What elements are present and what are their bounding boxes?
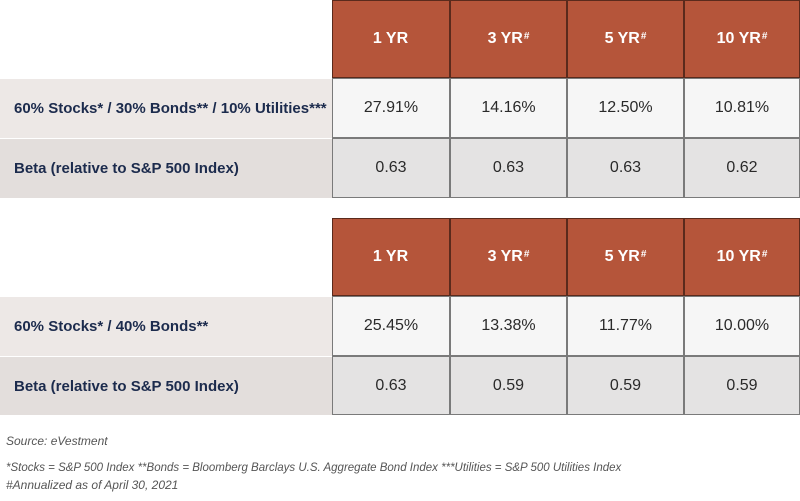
header-5yr: 5 YR # (567, 0, 684, 78)
footnotes: Source: eVestment *Stocks = S&P 500 Inde… (6, 430, 800, 498)
value-cell: 0.59 (567, 356, 684, 415)
header-1yr: 1 YR (332, 0, 450, 78)
header-3yr: 3 YR # (450, 0, 567, 78)
returns-table-1: 1 YR 3 YR # 5 YR # 10 YR # 60% Stocks* / 30… (0, 0, 800, 198)
header-1yr: 1 YR (332, 218, 450, 296)
source-note: Source: eVestment (6, 434, 108, 448)
value-cell: 11.77% (567, 296, 684, 356)
value-cell: 0.59 (450, 356, 567, 415)
value-cell: 13.38% (450, 296, 567, 356)
value-cell: 0.63 (332, 138, 450, 198)
definitions-note: *Stocks = S&P 500 Index **Bonds = Bloomb… (6, 462, 622, 474)
value-cell: 0.63 (567, 138, 684, 198)
value-cell: 27.91% (332, 78, 450, 138)
value-cell: 0.63 (332, 356, 450, 415)
row-label-portfolio: 60% Stocks* / 30% Bonds** / 10% Utilitie… (0, 78, 332, 138)
header-3yr: 3 YR # (450, 218, 567, 296)
value-cell: 0.59 (684, 356, 800, 415)
header-10yr: 10 YR # (684, 218, 800, 296)
returns-table-2: 1 YR 3 YR # 5 YR # 10 YR # 60% Stocks* / 40… (0, 218, 800, 415)
annualized-note: #Annualized as of April 30, 2021 (6, 478, 179, 492)
value-cell: 14.16% (450, 78, 567, 138)
value-cell: 10.00% (684, 296, 800, 356)
header-5yr: 5 YR # (567, 218, 684, 296)
value-cell: 25.45% (332, 296, 450, 356)
header-10yr: 10 YR # (684, 0, 800, 78)
value-cell: 0.62 (684, 138, 800, 198)
row-label-beta: Beta (relative to S&P 500 Index) (0, 356, 332, 415)
value-cell: 0.63 (450, 138, 567, 198)
row-label-portfolio: 60% Stocks* / 40% Bonds** (0, 296, 332, 356)
value-cell: 12.50% (567, 78, 684, 138)
row-label-beta: Beta (relative to S&P 500 Index) (0, 138, 332, 198)
value-cell: 10.81% (684, 78, 800, 138)
